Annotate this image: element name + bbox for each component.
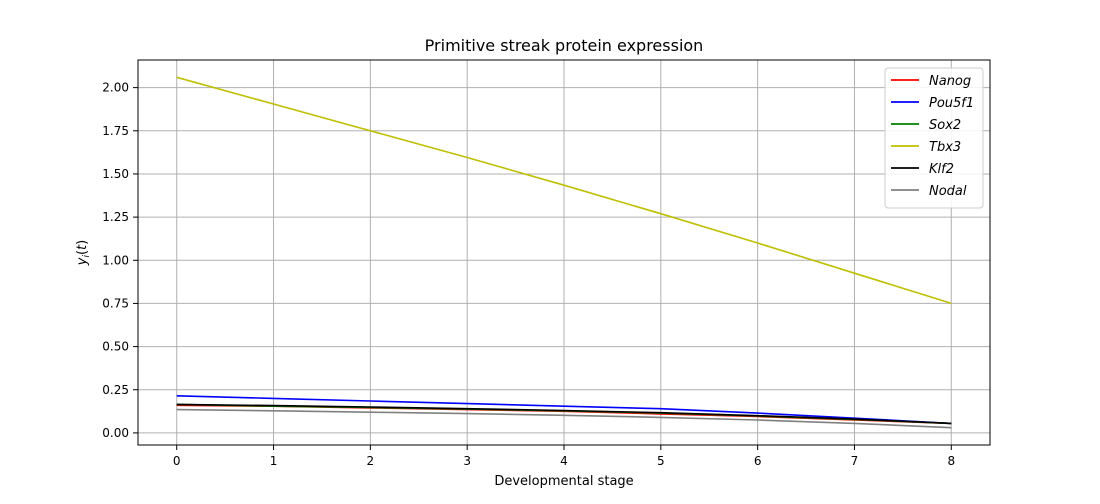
y-tick-label: 1.75 [102, 124, 129, 138]
x-tick-label: 2 [367, 454, 375, 468]
series-layer [176, 76, 952, 429]
x-tick-label: 1 [270, 454, 278, 468]
x-tick-label: 8 [947, 454, 955, 468]
legend-label-nodal: Nodal [929, 184, 967, 199]
tick-layer: 0 1 2 3 4 5 6 7 8 0.00 0.25 0.50 0.75 1.00 1.25 1.50 1.7… [102, 81, 955, 468]
y-tick-label: 1.50 [102, 167, 129, 181]
legend: Nanog Pou5f1 Sox2 Tbx3 Klf2 Nodal [884, 67, 984, 209]
y-tick-label: 0.50 [102, 340, 129, 354]
y-axis-label-text: yi(t) [75, 240, 92, 266]
y-tick-label: 1.25 [102, 210, 129, 224]
x-tick-label: 7 [851, 454, 859, 468]
y-tick-label: 2.00 [102, 81, 129, 95]
legend-label-pou5f1: Pou5f1 [929, 96, 974, 111]
y-axis-label: yi(t) [75, 240, 92, 266]
legend-label-tbx3: Tbx3 [929, 140, 961, 155]
y-tick-label: 0.25 [102, 383, 129, 397]
legend-label-nanog: Nanog [929, 74, 971, 89]
series-line-pou5f1 [176, 395, 952, 425]
x-tick-label: 0 [173, 454, 181, 468]
legend-box [884, 67, 984, 209]
series-line-klf2 [176, 403, 952, 425]
series-line-nodal [176, 408, 952, 429]
chart-title: Primitive streak protein expression [425, 36, 704, 55]
series-line-tbx3 [176, 76, 952, 305]
x-axis-label: Developmental stage [494, 474, 633, 489]
y-tick-label: 1.00 [102, 253, 129, 267]
x-tick-label: 3 [463, 454, 471, 468]
grid-layer [138, 60, 990, 445]
x-tick-label: 4 [560, 454, 568, 468]
x-tick-label: 5 [657, 454, 665, 468]
x-tick-label: 6 [754, 454, 762, 468]
y-tick-label: 0.75 [102, 296, 129, 310]
legend-label-sox2: Sox2 [929, 118, 961, 133]
y-tick-label: 0.00 [102, 426, 129, 440]
legend-label-klf2: Klf2 [929, 162, 954, 177]
